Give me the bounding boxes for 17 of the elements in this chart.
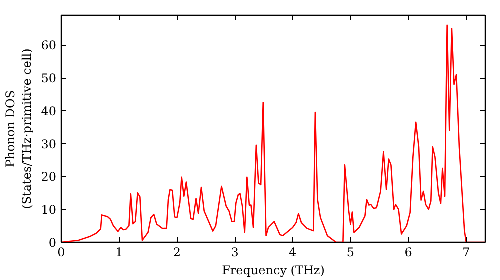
y-tick-label: 0 <box>48 236 57 250</box>
y-tick-label: 40 <box>41 104 57 118</box>
x-tick-label: 7 <box>462 246 470 260</box>
y-tick-label: 20 <box>41 170 57 184</box>
x-tick-label: 5 <box>346 246 355 260</box>
x-tick-label: 0 <box>58 246 66 260</box>
y-axis-title: Phonon DOS (States/THz·primitive cell) <box>3 48 34 210</box>
y-tick-label: 10 <box>41 203 57 218</box>
y-tick-label: 30 <box>41 137 57 152</box>
x-tick-label: 4 <box>289 246 298 260</box>
y-tick-label: 60 <box>41 38 57 53</box>
x-tick-label: 6 <box>404 246 412 260</box>
x-tick-label: 2 <box>173 246 182 260</box>
x-tick-label: 3 <box>231 246 239 260</box>
x-tick-label: 1 <box>116 246 124 260</box>
x-axis-title: Frequency (THz) <box>222 264 325 278</box>
y-tick-label: 50 <box>41 72 57 86</box>
